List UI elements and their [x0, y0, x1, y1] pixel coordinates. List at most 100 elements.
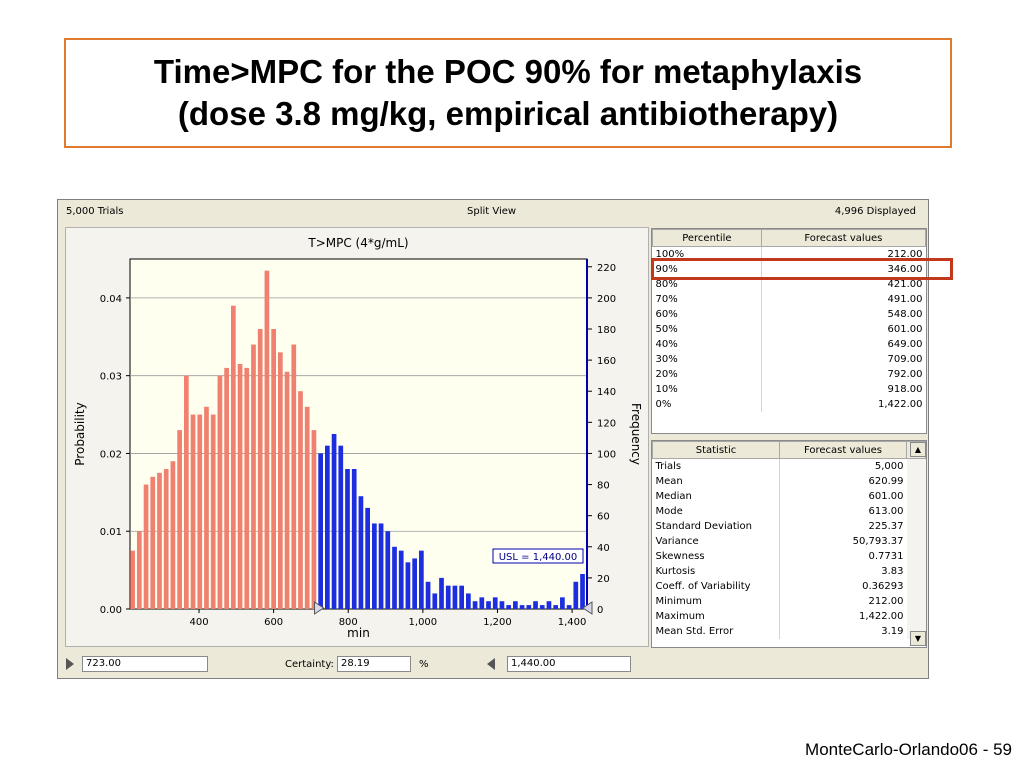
statistic-row[interactable]: Mean 620.99 [652, 474, 926, 489]
percentile-row[interactable]: 60% 548.00 [652, 307, 926, 322]
y2-tick-label: 20 [597, 574, 610, 585]
y2-tick-label: 120 [597, 418, 616, 429]
statistic-row[interactable]: Maximum 1,422.00 [652, 609, 926, 624]
statistic-row[interactable]: Skewness 0.7731 [652, 549, 926, 564]
percentile-row[interactable]: 30% 709.00 [652, 352, 926, 367]
statistic-value: 5,000 [874, 461, 904, 472]
statistic-row[interactable]: Minimum 212.00 [652, 594, 926, 609]
scroll-down-button[interactable]: ▼ [910, 631, 926, 646]
histogram-bar [412, 558, 417, 609]
percentile-row[interactable]: 50% 601.00 [652, 322, 926, 337]
histogram-bar [560, 597, 565, 609]
scroll-track[interactable] [906, 474, 926, 489]
histogram-bar [298, 391, 303, 609]
percentile-value: 421.00 [887, 279, 923, 290]
percentile-row[interactable]: 80% 421.00 [652, 277, 926, 292]
statistic-label: Mode [652, 504, 780, 519]
scroll-track[interactable] [906, 534, 926, 549]
percentile-label: 60% [652, 307, 762, 322]
histogram-bar [331, 434, 337, 609]
percentile-value: 1,422.00 [877, 399, 923, 410]
y2-tick-label: 100 [597, 449, 616, 460]
statistic-label: Coeff. of Variability [652, 579, 780, 594]
x-tick-label: 600 [264, 617, 283, 628]
histogram-bar [566, 605, 572, 609]
histogram-bar [318, 453, 323, 609]
histogram-bar [251, 344, 256, 609]
scroll-track[interactable] [906, 458, 926, 474]
histogram-bar [378, 523, 384, 609]
chart-panel: 0.00 0.01 0.02 0.03 0.04 0 20 40 60 80 100 120 140 16… [65, 227, 649, 647]
histogram-bar [338, 445, 344, 609]
lower-bound-input[interactable]: 723.00 [82, 656, 208, 672]
histogram-bar [439, 577, 444, 609]
histogram-bar [244, 367, 250, 609]
lower-threshold-grabber[interactable] [314, 601, 325, 615]
statistic-row[interactable]: Median 601.00 [652, 489, 926, 504]
certainty-unit: % [419, 659, 429, 670]
statistic-value: 601.00 [868, 491, 904, 502]
view-mode-label[interactable]: Split View [467, 206, 517, 217]
scroll-track[interactable] [906, 594, 926, 609]
y2-tick-label: 40 [597, 543, 610, 554]
histogram-bar [311, 430, 317, 609]
percentile-header[interactable]: Percentile [652, 229, 762, 247]
x-tick-label: 800 [339, 617, 358, 628]
slide-title-box: Time>MPC for the POC 90% for metaphylaxi… [64, 38, 952, 148]
histogram-bar [385, 531, 391, 609]
percentile-row[interactable]: 70% 491.00 [652, 292, 926, 307]
scroll-track[interactable] [906, 489, 926, 504]
upper-grabber-icon[interactable] [487, 658, 495, 670]
percentile-row[interactable]: 20% 792.00 [652, 367, 926, 382]
histogram-bar [197, 414, 203, 609]
histogram-bar [479, 597, 485, 609]
y2-tick-label: 180 [597, 325, 616, 336]
percentile-row[interactable]: 0% 1,422.00 [652, 397, 926, 412]
scroll-track[interactable] [906, 549, 926, 564]
certainty-input[interactable]: 28.19 [337, 656, 411, 672]
statistic-row[interactable]: Standard Deviation 225.37 [652, 519, 926, 534]
statistic-value: 3.83 [881, 566, 904, 577]
percentile-value: 548.00 [887, 309, 923, 320]
percentile-label: 50% [652, 322, 762, 337]
scroll-track[interactable] [906, 609, 926, 624]
histogram-bar [183, 375, 189, 609]
histogram-bar [499, 601, 505, 609]
y2-tick-label: 60 [597, 512, 610, 523]
scroll-track[interactable] [906, 564, 926, 579]
x-tick-label: 1,000 [409, 617, 438, 628]
y2-tick-label: 140 [597, 387, 616, 398]
scroll-track[interactable] [906, 519, 926, 534]
upper-bound-input[interactable]: 1,440.00 [507, 656, 631, 672]
forecast-values-header[interactable]: Forecast values [760, 229, 926, 247]
histogram-bar [271, 329, 276, 609]
statistic-header[interactable]: Statistic [652, 441, 780, 459]
scroll-up-button[interactable]: ▲ [910, 442, 926, 457]
histogram-bar [264, 270, 270, 609]
y-tick-label: 0.02 [100, 449, 122, 460]
statistic-row[interactable]: Mode 613.00 [652, 504, 926, 519]
percentile-label: 70% [652, 292, 762, 307]
percentile-panel: Percentile Forecast values 100% 212.00 90%… [651, 228, 927, 434]
histogram-bar [445, 585, 451, 609]
lower-grabber-icon[interactable] [66, 658, 74, 670]
percentile-row[interactable]: 10% 918.00 [652, 382, 926, 397]
histogram-bar [217, 375, 223, 609]
stat-forecast-values-header[interactable]: Forecast values [779, 441, 907, 459]
statistic-row[interactable]: Kurtosis 3.83 [652, 564, 926, 579]
statistic-value: 50,793.37 [852, 536, 904, 547]
statistic-row[interactable]: Mean Std. Error 3.19 [652, 624, 926, 639]
histogram-bar [553, 605, 559, 609]
percentile-row[interactable]: 90% 346.00 [652, 262, 926, 277]
upper-threshold-grabber[interactable] [582, 601, 593, 615]
histogram-bar [230, 305, 236, 609]
percentile-row[interactable]: 40% 649.00 [652, 337, 926, 352]
statistic-row[interactable]: Trials 5,000 [652, 458, 926, 474]
y-tick-label: 0.03 [100, 372, 122, 383]
scroll-track[interactable] [906, 504, 926, 519]
histogram-bar [492, 597, 498, 609]
statistic-value: 225.37 [868, 521, 904, 532]
statistic-row[interactable]: Coeff. of Variability 0.36293 [652, 579, 926, 594]
scroll-track[interactable] [906, 579, 926, 594]
statistic-row[interactable]: Variance 50,793.37 [652, 534, 926, 549]
